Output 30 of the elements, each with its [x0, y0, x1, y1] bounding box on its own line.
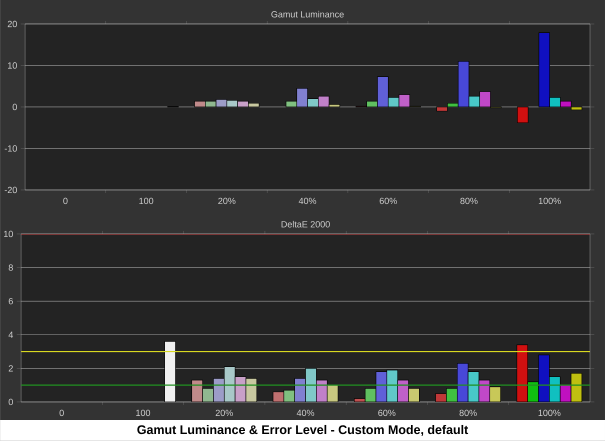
x-tick-label: 40%	[298, 198, 316, 204]
x-tick-label: 0	[60, 410, 64, 416]
x-tick-label: 80%	[460, 410, 477, 416]
x-tick-label: 100	[139, 198, 154, 204]
y-tick-label: 10	[4, 230, 13, 238]
y-tick-label: 6	[8, 298, 13, 304]
y-tick-label: 0	[8, 398, 13, 406]
y-tick-label: 2	[8, 365, 13, 372]
y-tick-label: 10	[8, 62, 17, 69]
x-tick-label: 100	[136, 410, 150, 416]
x-tick-label: 60%	[380, 198, 397, 204]
y-tick-label: 4	[8, 332, 14, 338]
x-tick-label: 80%	[460, 198, 478, 204]
bar	[164, 341, 176, 402]
x-tick-label: 40%	[296, 410, 314, 416]
y-tick-label: 8	[8, 264, 13, 271]
x-tick-label: 60%	[378, 410, 396, 416]
bar	[517, 106, 528, 124]
x-tick-label: 100%	[538, 198, 561, 204]
chart-title: DeltaE 2000	[282, 220, 330, 228]
y-tick-label: -20	[4, 186, 17, 194]
y-tick-label: 20	[8, 20, 17, 28]
y-tick-label: 0	[12, 104, 17, 110]
y-tick-label: -10	[4, 145, 17, 152]
x-tick-label: 20%	[218, 198, 236, 204]
x-tick-label: 100%	[538, 410, 561, 416]
chart-title: Gamut Luminance	[271, 10, 344, 18]
x-tick-label: 20%	[216, 410, 233, 416]
text: Gamut Luminance & Error Level - Custom Mode, default	[137, 424, 468, 436]
x-tick-label: 0	[63, 198, 68, 204]
